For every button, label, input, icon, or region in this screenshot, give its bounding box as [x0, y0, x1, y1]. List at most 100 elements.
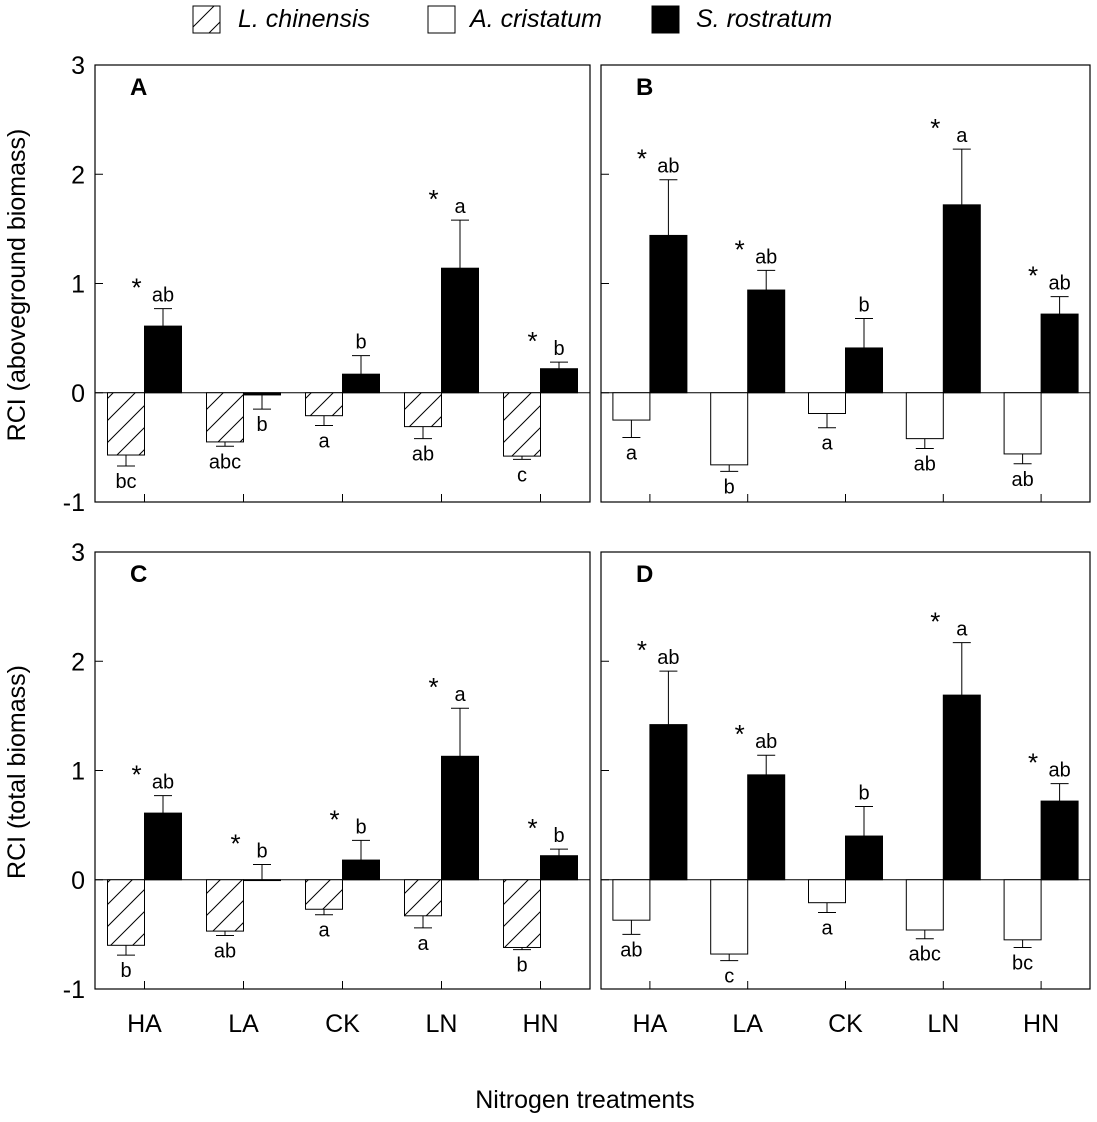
- legend-item-a-cristatum: A. cristatum: [427, 5, 602, 34]
- significance-star: *: [637, 635, 647, 665]
- significance-letter: a: [821, 918, 833, 940]
- x-tick-label: LN: [426, 1010, 458, 1038]
- significance-star: *: [527, 326, 537, 356]
- significance-letter: ab: [1048, 760, 1070, 782]
- bar-white-ha: [612, 392, 651, 421]
- y-tick-label: 2: [71, 161, 85, 189]
- significance-letter: c: [517, 464, 527, 486]
- legend-item-s-rostratum: S. rostratum: [651, 5, 832, 34]
- x-tick-label: LN: [927, 1010, 959, 1038]
- legend-item-l-chinensis: L. chinensis: [192, 5, 370, 34]
- y-tick-label: 0: [71, 380, 85, 408]
- significance-letter: c: [724, 966, 734, 988]
- significance-star: *: [735, 234, 745, 264]
- bar-black-la: [243, 879, 281, 882]
- significance-letter: b: [256, 414, 267, 436]
- y-axis-title-bottom: RCI (total biomass): [3, 665, 31, 879]
- significance-letter: b: [120, 960, 131, 982]
- legend-swatch-black: [651, 5, 680, 34]
- y-tick-label: -1: [63, 489, 85, 517]
- x-tick-label: HA: [633, 1010, 668, 1038]
- x-tick-label: LA: [228, 1010, 259, 1038]
- significance-letter: a: [454, 196, 466, 218]
- significance-letter: b: [553, 825, 564, 847]
- x-tick-label: LA: [732, 1010, 763, 1038]
- significance-letter: bc: [115, 471, 136, 493]
- bar-hatch-hn: [503, 392, 541, 457]
- significance-letter: ab: [1011, 469, 1033, 491]
- y-tick-label: 3: [71, 52, 85, 80]
- bar-black-ck: [342, 859, 380, 881]
- significance-letter: ab: [214, 940, 236, 962]
- significance-star: *: [930, 607, 940, 637]
- bar-black-ha: [649, 234, 688, 394]
- significance-letter: b: [553, 338, 564, 360]
- panel-label: C: [130, 561, 147, 588]
- significance-letter: b: [858, 783, 869, 805]
- bar-hatch-hn: [503, 879, 541, 948]
- significance-letter: ab: [755, 731, 777, 753]
- bar-black-la: [747, 774, 786, 881]
- significance-letter: ab: [620, 939, 642, 961]
- significance-letter: b: [858, 294, 869, 316]
- y-axis-title-top: RCI (aboveground biomass): [3, 129, 31, 442]
- significance-letter: ab: [755, 246, 777, 268]
- bar-black-ha: [144, 812, 182, 881]
- legend-swatch-hatch: [192, 5, 221, 34]
- bar-black-hn: [540, 368, 578, 394]
- significance-letter: a: [821, 433, 833, 455]
- significance-star: *: [428, 184, 438, 214]
- significance-letter: b: [256, 840, 267, 862]
- significance-star: *: [637, 144, 647, 174]
- x-tick-label: CK: [325, 1010, 360, 1038]
- significance-letter: b: [355, 816, 366, 838]
- panels: -10123Abcab*abcbababa*cb*Baab*bab*ababa*…: [63, 52, 1091, 1038]
- significance-letter: ab: [657, 647, 679, 669]
- legend: L. chinensis A. cristatum S. rostratum: [192, 5, 832, 34]
- x-tick-label: HN: [1023, 1010, 1059, 1038]
- significance-letter: a: [417, 933, 429, 955]
- bar-hatch-ck: [305, 392, 343, 417]
- bar-black-hn: [1040, 800, 1079, 881]
- y-tick-label: 1: [71, 271, 85, 299]
- significance-letter: a: [956, 125, 968, 147]
- significance-letter: ab: [914, 453, 936, 475]
- bar-black-ln: [441, 267, 479, 394]
- bar-white-hn: [1003, 879, 1042, 941]
- y-tick-label: 3: [71, 539, 85, 567]
- significance-letter: a: [318, 920, 330, 942]
- significance-letter: ab: [1048, 273, 1070, 295]
- significance-letter: b: [355, 332, 366, 354]
- panel-label: A: [130, 74, 147, 101]
- bar-hatch-ln: [404, 879, 442, 917]
- bar-hatch-la: [206, 392, 244, 443]
- bar-hatch-ln: [404, 392, 442, 428]
- significance-letter: ab: [657, 156, 679, 178]
- bar-black-ha: [144, 325, 182, 394]
- significance-letter: ab: [152, 285, 174, 307]
- y-tick-label: 2: [71, 648, 85, 676]
- significance-letter: a: [454, 684, 466, 706]
- bar-hatch-ck: [305, 879, 343, 910]
- bar-hatch-ha: [107, 879, 145, 946]
- bar-white-ln: [905, 392, 944, 440]
- significance-letter: a: [626, 443, 638, 465]
- legend-label: L. chinensis: [238, 5, 370, 33]
- significance-star: *: [735, 719, 745, 749]
- bar-black-ck: [845, 347, 883, 394]
- bar-black-la: [747, 289, 786, 394]
- y-tick-label: 0: [71, 867, 85, 895]
- legend-label: A. cristatum: [468, 5, 602, 33]
- bar-black-ck: [342, 373, 380, 394]
- significance-star: *: [930, 113, 940, 143]
- bar-black-ln: [942, 694, 981, 881]
- legend-label: S. rostratum: [696, 5, 832, 33]
- significance-letter: ab: [152, 772, 174, 794]
- bar-black-ck: [845, 835, 883, 881]
- bar-white-ck: [808, 392, 846, 415]
- x-tick-label: HN: [522, 1010, 558, 1038]
- bar-white-ln: [905, 879, 944, 931]
- bar-hatch-ha: [107, 392, 145, 456]
